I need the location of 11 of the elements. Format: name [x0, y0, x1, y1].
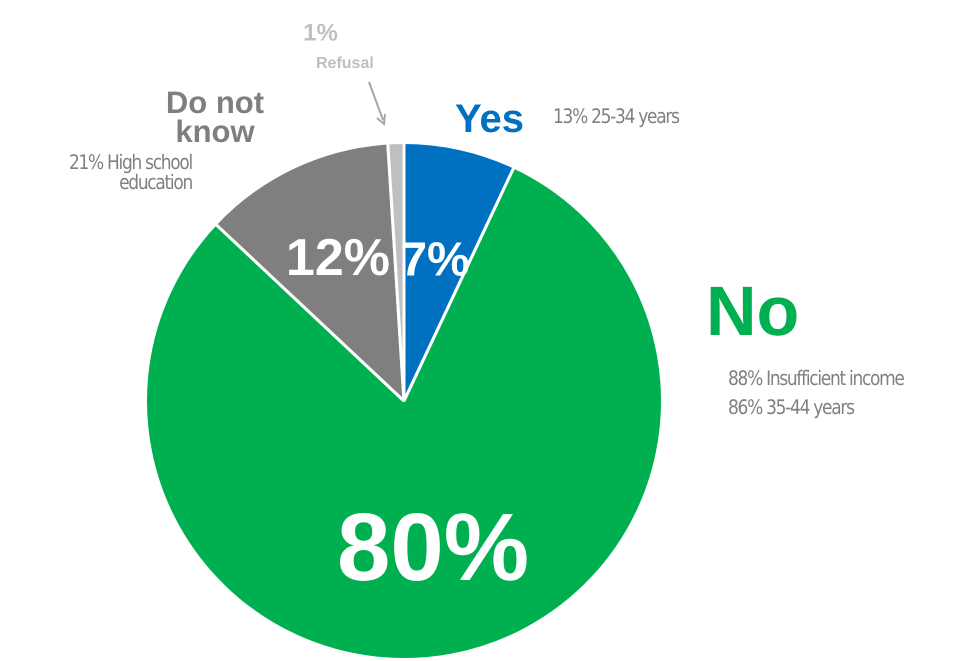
- slice-label: Do not know: [164, 85, 266, 150]
- slice-label: No: [706, 272, 800, 350]
- data-label: 80%: [336, 494, 530, 601]
- data-label: 1%: [303, 20, 338, 47]
- data-label: 12%: [286, 229, 390, 288]
- slice-label: Refusal: [316, 55, 374, 72]
- text: 88% Insufficient income: [728, 366, 904, 390]
- text: 21% High school education: [68, 150, 192, 194]
- text: 86% 35-44 years: [728, 395, 854, 419]
- slice-label: Yes: [455, 97, 524, 141]
- text: 13% 25-34 years: [553, 104, 679, 128]
